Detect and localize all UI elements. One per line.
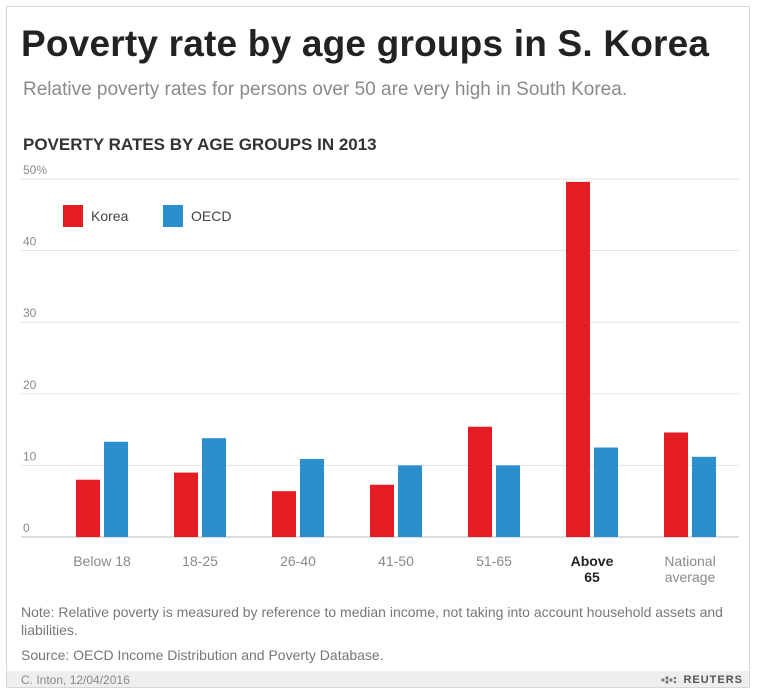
bar-korea xyxy=(76,479,100,537)
bar-oecd xyxy=(398,465,422,537)
y-tick-label: 0 xyxy=(23,521,30,535)
x-tick-label: 51-65 xyxy=(476,553,512,569)
bar-korea xyxy=(370,484,394,537)
brand-logo: REUTERS xyxy=(660,674,743,686)
bar-korea xyxy=(664,432,688,537)
bar-chart: 0 10 20 30 40 50% Below 18 18-25 26-40 41-50 51-6… xyxy=(21,163,739,585)
x-tick-label: 41-50 xyxy=(378,553,414,569)
gridlines xyxy=(21,178,739,538)
bar-korea xyxy=(174,472,198,537)
bar-korea xyxy=(272,491,296,537)
bar-oecd xyxy=(202,438,226,537)
x-tick-label: average xyxy=(665,569,716,585)
reuters-logo-icon xyxy=(661,676,677,684)
bar-oecd xyxy=(692,456,716,537)
y-axis-ticks: 0 10 20 30 40 50% xyxy=(23,163,47,535)
y-tick-label: 40 xyxy=(23,235,37,249)
bar-oecd xyxy=(300,458,324,537)
credit-text: C. Inton, 12/04/2016 xyxy=(21,673,130,687)
x-tick-label: 26-40 xyxy=(280,553,316,569)
bar-korea xyxy=(566,181,590,537)
x-tick-label: National xyxy=(664,553,715,569)
bar-oecd xyxy=(594,447,618,537)
y-tick-label: 10 xyxy=(23,449,37,463)
source-note: Source: OECD Income Distribution and Pov… xyxy=(21,647,384,663)
legend-swatch-korea xyxy=(63,205,83,227)
y-tick-label: 20 xyxy=(23,378,37,392)
bar-oecd xyxy=(104,441,128,537)
legend: Korea OECD xyxy=(63,205,231,227)
x-tick-label: Above xyxy=(571,553,614,569)
y-tick-label: 50% xyxy=(23,163,47,177)
x-tick-label: 18-25 xyxy=(182,553,218,569)
bar-oecd xyxy=(496,465,520,537)
section-title: POVERTY RATES BY AGE GROUPS IN 2013 xyxy=(23,135,377,154)
x-tick-label: 65 xyxy=(584,569,600,585)
chart-subtitle: Relative poverty rates for persons over … xyxy=(23,79,628,100)
bar-korea xyxy=(468,426,492,537)
footer-bar: C. Inton, 12/04/2016 REUTERS xyxy=(7,671,749,687)
bars xyxy=(76,181,716,537)
legend-label: OECD xyxy=(191,208,231,224)
y-tick-label: 30 xyxy=(23,306,37,320)
brand-name: REUTERS xyxy=(683,674,743,686)
chart-title: Poverty rate by age groups in S. Korea xyxy=(21,23,710,64)
footnote: Note: Relative poverty is measured by re… xyxy=(21,604,723,638)
x-tick-label: Below 18 xyxy=(73,553,131,569)
legend-label: Korea xyxy=(91,208,129,224)
legend-swatch-oecd xyxy=(163,205,183,227)
chart-frame: Poverty rate by age groups in S. Korea R… xyxy=(6,6,750,688)
